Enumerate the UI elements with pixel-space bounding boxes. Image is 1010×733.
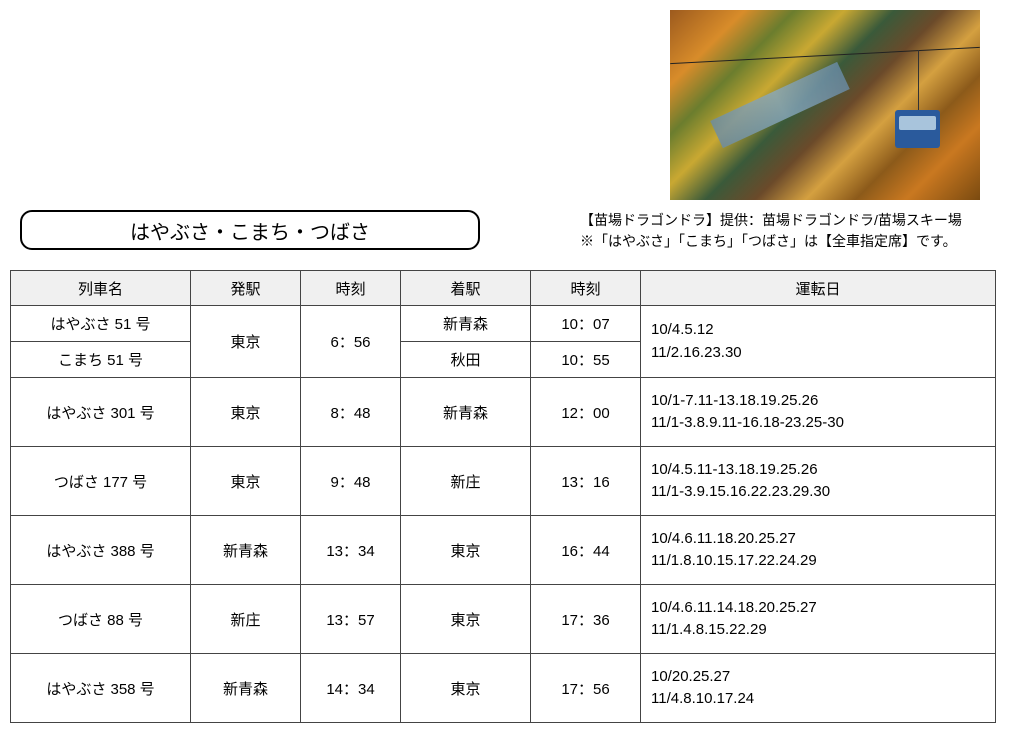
caption-line-1: 【苗場ドラゴンドラ】提供：苗場ドラゴンドラ/苗場スキー場 <box>580 210 1000 231</box>
cell: 14：34 <box>301 654 401 723</box>
caption-line-2: ※「はやぶさ」「こまち」「つばさ」は【全車指定席】です。 <box>580 231 1000 252</box>
cell: 東京 <box>401 585 531 654</box>
cell: 新青森 <box>401 378 531 447</box>
cell: 東京 <box>191 378 301 447</box>
cable-line <box>670 47 980 64</box>
section-title-pill: はやぶさ・こまち・つばさ <box>20 210 480 250</box>
autumn-gondola-photo <box>670 10 980 200</box>
cell: こまち 51 号 <box>11 342 191 378</box>
cell: 10/4.5.1211/2.16.23.30 <box>641 306 996 378</box>
table-row: つばさ 88 号新庄13：57東京17：3610/4.6.11.14.18.20… <box>11 585 996 654</box>
col-dep-time: 時刻 <box>301 271 401 306</box>
cell: 新青森 <box>191 516 301 585</box>
col-dep: 発駅 <box>191 271 301 306</box>
cell: つばさ 177 号 <box>11 447 191 516</box>
cell: 13：57 <box>301 585 401 654</box>
cell: 17：56 <box>531 654 641 723</box>
table-row: はやぶさ 358 号新青森14：34東京17：5610/20.25.2711/4… <box>11 654 996 723</box>
cell: 6：56 <box>301 306 401 378</box>
col-days: 運転日 <box>641 271 996 306</box>
cell: 東京 <box>191 306 301 378</box>
cell: 新青森 <box>401 306 531 342</box>
col-train: 列車名 <box>11 271 191 306</box>
cell: 17：36 <box>531 585 641 654</box>
cell: 東京 <box>191 447 301 516</box>
header-area: 【苗場ドラゴンドラ】提供：苗場ドラゴンドラ/苗場スキー場 ※「はやぶさ」「こまち… <box>10 10 1000 260</box>
cell: 東京 <box>401 516 531 585</box>
cell: 10/4.6.11.14.18.20.25.2711/1.4.8.15.22.2… <box>641 585 996 654</box>
cell: 東京 <box>401 654 531 723</box>
table-row: つばさ 177 号東京9：48新庄13：1610/4.5.11-13.18.19… <box>11 447 996 516</box>
cell: 10：07 <box>531 306 641 342</box>
section-title-text: はやぶさ・こまち・つばさ <box>130 216 370 245</box>
cell: はやぶさ 388 号 <box>11 516 191 585</box>
cell: 9：48 <box>301 447 401 516</box>
cell: 新庄 <box>191 585 301 654</box>
cell: 12：00 <box>531 378 641 447</box>
cell: つばさ 88 号 <box>11 585 191 654</box>
cell: はやぶさ 358 号 <box>11 654 191 723</box>
cell: 新庄 <box>401 447 531 516</box>
cell: 10/4.5.11-13.18.19.25.2611/1-3.9.15.16.2… <box>641 447 996 516</box>
cell: はやぶさ 301 号 <box>11 378 191 447</box>
col-arr: 着駅 <box>401 271 531 306</box>
cell: 16：44 <box>531 516 641 585</box>
cell: 8：48 <box>301 378 401 447</box>
col-arr-time: 時刻 <box>531 271 641 306</box>
cell: 新青森 <box>191 654 301 723</box>
photo-caption: 【苗場ドラゴンドラ】提供：苗場ドラゴンドラ/苗場スキー場 ※「はやぶさ」「こまち… <box>580 210 1000 252</box>
timetable-header: 列車名 発駅 時刻 着駅 時刻 運転日 <box>11 271 996 306</box>
table-row: はやぶさ 301 号東京8：48新青森12：0010/1-7.11-13.18.… <box>11 378 996 447</box>
cell: 秋田 <box>401 342 531 378</box>
cell: 10：55 <box>531 342 641 378</box>
table-row: はやぶさ 51 号東京6：56新青森10：0710/4.5.1211/2.16.… <box>11 306 996 342</box>
cell: 13：34 <box>301 516 401 585</box>
table-row: はやぶさ 388 号新青森13：34東京16：4410/4.6.11.18.20… <box>11 516 996 585</box>
cell: 10/1-7.11-13.18.19.25.2611/1-3.8.9.11-16… <box>641 378 996 447</box>
train-timetable: 列車名 発駅 時刻 着駅 時刻 運転日 はやぶさ 51 号東京6：56新青森10… <box>10 270 996 723</box>
cell: 13：16 <box>531 447 641 516</box>
cell: はやぶさ 51 号 <box>11 306 191 342</box>
timetable-body: はやぶさ 51 号東京6：56新青森10：0710/4.5.1211/2.16.… <box>11 306 996 723</box>
cell: 10/20.25.2711/4.8.10.17.24 <box>641 654 996 723</box>
gondola-car <box>895 110 940 148</box>
cell: 10/4.6.11.18.20.25.2711/1.8.10.15.17.22.… <box>641 516 996 585</box>
